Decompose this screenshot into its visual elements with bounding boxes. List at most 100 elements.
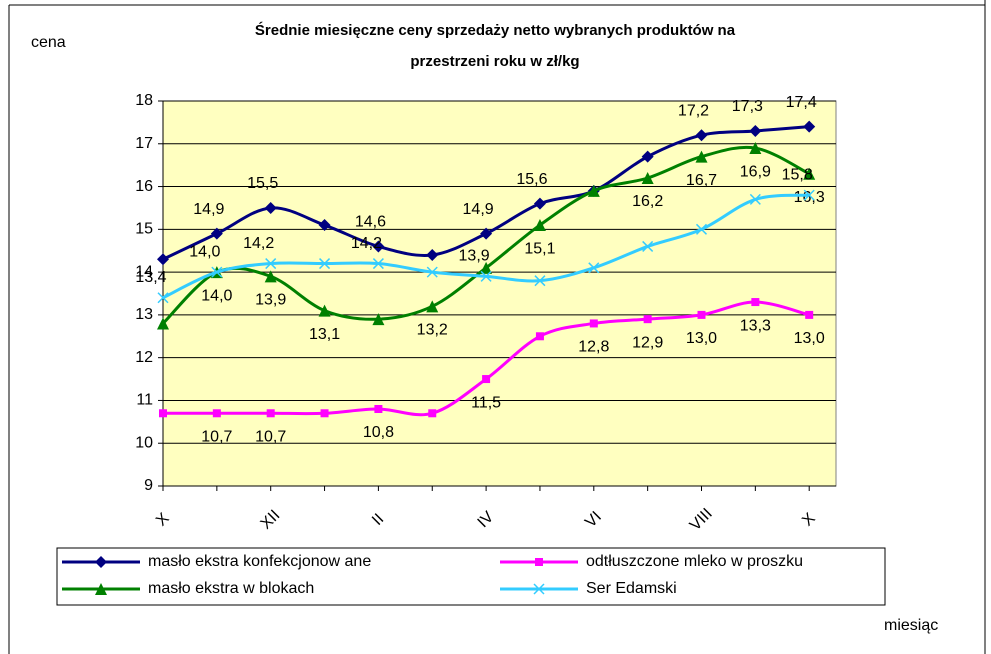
point-marker [642, 240, 654, 252]
point-marker [803, 189, 815, 201]
x-axis-label: miesiąc [884, 617, 938, 634]
point-marker [589, 319, 598, 328]
y-tick-label: 15 [135, 221, 153, 238]
point-marker [426, 249, 439, 261]
y-tick-label: 11 [136, 392, 153, 409]
point-marker [374, 405, 383, 413]
point-marker [157, 253, 169, 266]
chart-subtitle: przestrzeni roku w zł/kg [410, 53, 579, 70]
point-marker [426, 300, 439, 313]
y-tick-label: 18 [135, 92, 153, 109]
point-marker [480, 270, 492, 282]
point-marker [587, 184, 600, 197]
data-label: 14,0 [189, 243, 220, 260]
point-marker [535, 558, 543, 566]
data-label: 15,8 [782, 166, 813, 183]
data-label: 16,7 [686, 172, 717, 189]
point-marker [749, 142, 762, 155]
point-marker [264, 270, 277, 283]
point-marker [482, 375, 491, 384]
y-tick-label: 10 [135, 434, 153, 451]
data-label: 12,8 [578, 339, 609, 356]
point-marker [749, 193, 761, 205]
legend-box [56, 547, 886, 606]
data-label: 13,0 [794, 330, 825, 347]
y-tick-label: 16 [135, 178, 153, 195]
data-label: 13,9 [255, 292, 286, 309]
point-marker [157, 292, 169, 304]
point-marker [320, 409, 329, 418]
y-axis-label: cena [31, 34, 66, 51]
point-marker [695, 223, 708, 235]
point-marker [533, 197, 546, 210]
point-marker [480, 261, 493, 274]
data-label: 10,8 [363, 424, 394, 441]
legend-label: odtłuszczone mleko w proszku [586, 553, 803, 570]
data-label: 16,2 [632, 193, 663, 210]
legend-label: masło ekstra konfekcjonow ane [148, 553, 371, 570]
data-label: 16,3 [794, 189, 825, 206]
point-marker [805, 310, 814, 319]
legend-label: masło ekstra w blokach [148, 580, 314, 597]
data-label: 14,2 [243, 235, 274, 252]
point-marker [751, 298, 760, 307]
data-label: 12,9 [632, 334, 663, 351]
point-marker [159, 409, 167, 418]
point-marker [157, 317, 169, 330]
point-marker [535, 332, 544, 341]
point-marker [372, 240, 385, 253]
point-marker [426, 266, 438, 278]
point-marker [95, 583, 107, 595]
point-marker [212, 409, 221, 418]
legend-label: Ser Edamski [586, 580, 677, 597]
point-marker [265, 258, 277, 270]
data-label: 13,3 [740, 317, 771, 334]
point-marker [641, 172, 654, 184]
y-tick-label: 17 [135, 135, 153, 152]
point-marker [588, 262, 600, 274]
data-label: 14,2 [351, 235, 382, 252]
point-marker [266, 409, 275, 418]
data-label: 15,6 [516, 171, 547, 188]
y-tick-label: 12 [135, 349, 153, 366]
point-marker [95, 556, 107, 568]
point-marker [372, 313, 385, 326]
data-label: 10,7 [201, 428, 232, 445]
data-label: 11,5 [471, 394, 501, 411]
point-marker [318, 219, 331, 232]
y-tick-label: 14 [135, 263, 153, 280]
point-marker [803, 167, 816, 180]
data-label: 13,4 [135, 269, 166, 286]
point-marker [749, 124, 762, 137]
point-marker [264, 201, 277, 214]
data-label: 17,2 [678, 102, 709, 119]
point-marker [428, 409, 437, 418]
data-label: 13,0 [686, 330, 717, 347]
point-marker [319, 258, 331, 270]
y-tick-label: 9 [144, 477, 153, 494]
plot-area [162, 100, 837, 487]
point-marker [695, 129, 708, 142]
data-label: 14,0 [201, 287, 232, 304]
data-label: 14,9 [193, 201, 224, 218]
point-marker [641, 150, 654, 163]
point-marker [480, 227, 493, 240]
data-label: 13,2 [417, 322, 448, 339]
point-marker [697, 310, 706, 319]
point-marker [534, 275, 546, 287]
point-marker [372, 258, 384, 270]
data-label: 16,9 [740, 163, 771, 180]
data-label: 15,1 [524, 240, 555, 257]
point-marker [210, 227, 223, 240]
data-label: 13,9 [459, 248, 490, 265]
point-marker [695, 150, 708, 163]
data-label: 14,6 [355, 214, 386, 231]
point-marker [533, 219, 546, 232]
data-label: 17,4 [786, 94, 817, 111]
chart-title: Średnie miesięczne ceny sprzedaży netto … [255, 21, 736, 39]
point-marker [643, 315, 652, 324]
point-marker [803, 120, 816, 133]
point-marker [318, 304, 331, 317]
data-label: 17,3 [732, 98, 763, 115]
